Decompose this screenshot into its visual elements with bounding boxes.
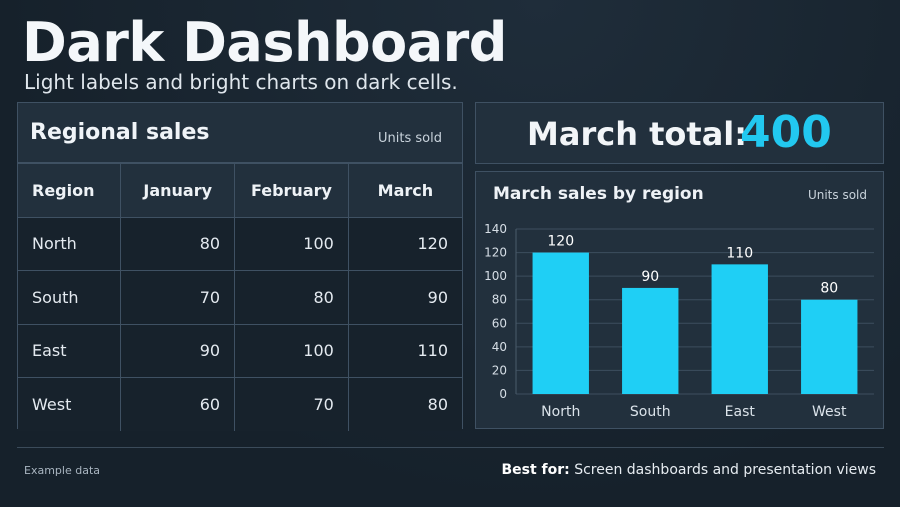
y-tick-label: 100 (484, 269, 507, 283)
regional-sales-panel: Regional sales Units sold Region January… (17, 102, 463, 431)
total-label: March total: (527, 115, 748, 153)
y-tick-label: 20 (492, 363, 507, 377)
value-cell: 80 (347, 377, 462, 431)
bar-north (532, 252, 589, 394)
region-cell: East (18, 323, 122, 378)
table-row: North 80 100 120 (18, 216, 462, 271)
page-subtitle: Light labels and bright charts on dark c… (24, 70, 458, 94)
x-tick-label: South (630, 404, 671, 420)
footnote: Example data (24, 464, 100, 477)
value-cell: 90 (347, 270, 462, 325)
value-cell: 120 (347, 216, 462, 271)
chart-title: March sales by region (493, 184, 704, 204)
x-tick-label: West (812, 404, 847, 420)
y-tick-label: 0 (499, 387, 507, 401)
y-tick-label: 60 (492, 316, 507, 330)
march-total-panel: March total: 400 (475, 102, 884, 164)
bar-south (622, 287, 679, 394)
table-header-row: Region January February March (18, 163, 462, 218)
region-cell: West (18, 377, 122, 431)
y-tick-label: 80 (492, 293, 507, 307)
column-header-february: February (234, 163, 349, 218)
column-header-january: January (120, 163, 236, 218)
y-tick-label: 40 (492, 340, 507, 354)
y-tick-label: 120 (484, 246, 507, 260)
footer-divider (17, 447, 884, 448)
value-cell: 100 (234, 216, 349, 271)
data-label: 110 (726, 245, 753, 261)
column-header-region: Region (18, 163, 122, 218)
march-sales-chart-panel: March sales by region Units sold 0 20 40 60… (475, 171, 884, 429)
data-label: 80 (820, 281, 838, 297)
total-value: 400 (740, 107, 832, 158)
value-cell: 110 (347, 323, 462, 378)
table-title: Regional sales (30, 120, 210, 145)
value-cell: 80 (234, 270, 349, 325)
bar-chart: 0 20 40 60 80 100 120 140 120 North 90 South 110 East… (484, 222, 874, 420)
table-units-label: Units sold (378, 131, 442, 146)
value-cell: 60 (120, 377, 236, 431)
column-header-march: March (347, 163, 462, 218)
best-for-text: Screen dashboards and presentation views (569, 462, 876, 478)
page-title: Dark Dashboard (22, 11, 507, 74)
bar-east (711, 264, 768, 394)
y-tick-label: 140 (484, 222, 507, 236)
data-label: 120 (547, 234, 574, 250)
value-cell: 70 (234, 377, 349, 431)
data-label: 90 (641, 269, 659, 285)
x-tick-label: East (725, 404, 756, 420)
table-row: West 60 70 80 (18, 377, 462, 431)
value-cell: 90 (120, 323, 236, 378)
regional-sales-table: Region January February March North 80 1… (18, 163, 462, 431)
chart-units-label: Units sold (807, 188, 867, 202)
bar-west (801, 299, 858, 394)
best-for-note: Best for: Screen dashboards and presenta… (501, 462, 876, 478)
table-row: South 70 80 90 (18, 270, 462, 325)
x-tick-label: North (541, 404, 580, 420)
value-cell: 100 (234, 323, 349, 378)
value-cell: 70 (120, 270, 236, 325)
value-cell: 80 (120, 216, 236, 271)
region-cell: South (18, 270, 122, 325)
region-cell: North (18, 216, 122, 271)
best-for-label: Best for: (501, 462, 570, 478)
table-header-bar: Regional sales Units sold (18, 103, 462, 163)
table-row: East 90 100 110 (18, 323, 462, 378)
